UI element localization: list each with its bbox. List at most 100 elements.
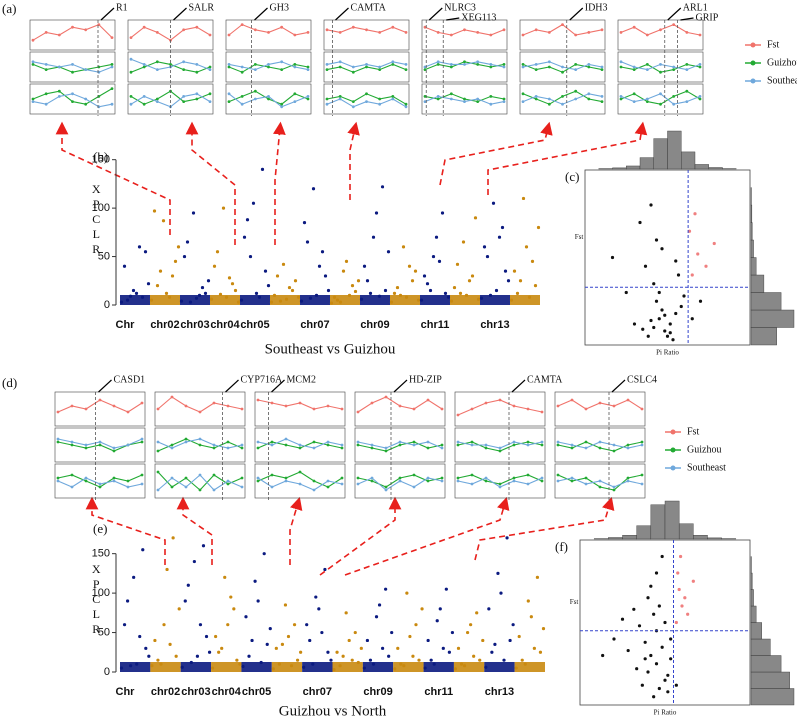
series-point <box>198 410 202 414</box>
point <box>652 695 656 699</box>
snp-point <box>275 274 280 278</box>
snp-point <box>152 209 157 213</box>
snp-point <box>425 282 430 286</box>
series-point <box>270 485 274 489</box>
x-tick-label: chr11 <box>421 319 450 331</box>
panel-frame <box>354 427 446 463</box>
series-point <box>470 473 474 477</box>
series-point <box>156 449 160 453</box>
series-point <box>598 440 602 444</box>
series-point <box>404 102 408 106</box>
snp-point <box>329 301 334 305</box>
snp-point <box>143 250 148 254</box>
snp-point <box>408 634 412 639</box>
hist-bar <box>626 165 641 170</box>
series-point <box>526 443 530 447</box>
series-point <box>423 100 427 103</box>
hist-bar <box>750 572 753 590</box>
x-tick-label: chr04 <box>210 319 240 331</box>
series-point <box>71 100 74 103</box>
snp-point <box>269 300 274 304</box>
snp-point <box>438 607 442 611</box>
series-point <box>170 476 174 480</box>
gene-label: CYP716A <box>241 374 283 385</box>
gene-arrow <box>98 379 112 393</box>
series-point <box>140 401 144 405</box>
series-point <box>587 65 591 69</box>
snp-point <box>251 201 256 205</box>
snp-point <box>144 646 148 650</box>
gene-label: MCM2 <box>287 374 316 385</box>
snp-point <box>287 285 292 290</box>
hist-bar <box>708 167 723 170</box>
snp-point <box>186 583 190 587</box>
panel-frame <box>254 427 346 463</box>
arrow <box>176 496 213 565</box>
series-point <box>356 476 360 480</box>
snp-point <box>380 646 385 650</box>
series-point <box>476 100 480 103</box>
series-line <box>257 399 343 410</box>
series-point <box>44 102 48 106</box>
panel-frame <box>454 427 546 463</box>
series-point <box>71 25 74 29</box>
snp-point <box>227 276 232 280</box>
legend-dot <box>750 42 756 48</box>
y-axis-label: XPCLR <box>89 182 103 257</box>
gene-arrow <box>271 379 285 393</box>
series-point <box>182 28 186 32</box>
series-point <box>208 33 212 37</box>
series-point <box>476 97 480 101</box>
point <box>641 327 645 331</box>
legend-label: Fst <box>767 39 779 50</box>
series-point <box>685 100 689 103</box>
y-tick-label: 150 <box>92 548 110 560</box>
series-point <box>556 404 560 408</box>
snp-point <box>350 284 355 288</box>
snp-point <box>284 297 289 301</box>
snp-point <box>475 611 479 615</box>
snp-point <box>305 240 310 244</box>
outlier-point <box>712 241 716 246</box>
gene-label: HD-ZIP <box>409 374 442 385</box>
hist-bar <box>694 164 709 170</box>
panel-frame <box>323 51 410 83</box>
series-point <box>325 63 329 66</box>
point <box>652 612 656 616</box>
hist-bar <box>664 500 680 540</box>
series-point <box>351 70 355 74</box>
x-axis-label: Chr <box>116 686 136 698</box>
snp-point <box>335 298 340 302</box>
series-point <box>198 488 202 492</box>
snp-point <box>384 587 388 591</box>
snp-point <box>263 269 268 273</box>
snp-point <box>197 293 202 297</box>
chromosome-base <box>450 295 480 305</box>
snp-point <box>221 206 226 210</box>
snp-point <box>326 288 331 293</box>
series-point <box>142 25 146 29</box>
series-point <box>540 440 544 444</box>
series-point <box>195 63 199 66</box>
series-point <box>619 31 623 34</box>
snp-point <box>497 235 502 239</box>
snp-point <box>444 587 448 591</box>
series-point <box>57 95 61 98</box>
outlier-point <box>704 264 708 268</box>
point <box>676 273 681 277</box>
series-point <box>284 479 288 483</box>
series-point <box>71 70 74 74</box>
series-point <box>293 92 297 96</box>
snp-point <box>478 658 482 662</box>
series-point <box>256 398 260 402</box>
series-point <box>110 63 114 66</box>
series-point <box>370 446 374 450</box>
chromosome-base <box>390 295 420 305</box>
series-point <box>498 446 502 450</box>
snp-point <box>244 615 248 619</box>
series-point <box>600 28 604 32</box>
snp-point <box>503 269 508 273</box>
snp-point <box>302 665 306 669</box>
snp-point <box>387 654 391 658</box>
